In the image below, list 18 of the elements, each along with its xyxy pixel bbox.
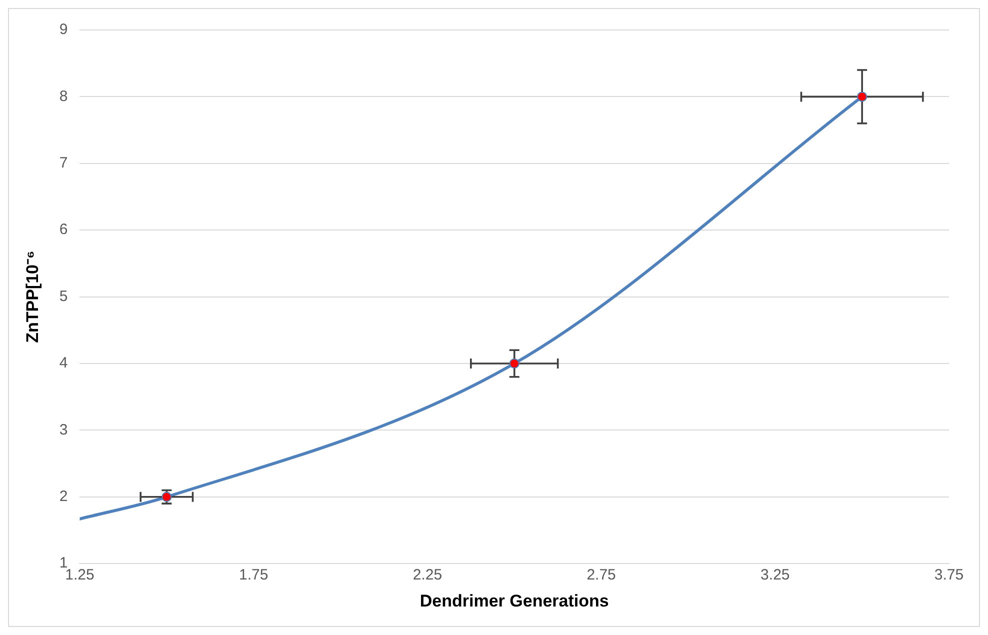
y-tick-label: 6 xyxy=(59,221,68,238)
x-tick-label: 3.25 xyxy=(760,566,790,584)
y-axis-title: ZnTPP[10⁻⁶ xyxy=(22,250,42,343)
x-tick-label: 2.75 xyxy=(586,566,616,584)
y-tick-label: 2 xyxy=(59,488,68,506)
y-tick-label: 5 xyxy=(59,288,68,305)
y-tick-label: 8 xyxy=(59,88,68,105)
y-tick-label: 1 xyxy=(59,554,68,572)
y-tick-label: 9 xyxy=(59,21,68,38)
y-tick-label: 7 xyxy=(59,154,68,172)
x-tick-label: 2.25 xyxy=(412,566,442,584)
x-axis-title: Dendrimer Generations xyxy=(420,591,609,610)
point xyxy=(162,492,172,502)
x-tick-label: 3.75 xyxy=(934,566,964,584)
x-tick-label: 1.25 xyxy=(65,566,94,584)
x-tick-label: 1.75 xyxy=(238,566,268,584)
y-tick-label: 4 xyxy=(59,354,68,372)
y-tick-label: 3 xyxy=(59,421,68,438)
